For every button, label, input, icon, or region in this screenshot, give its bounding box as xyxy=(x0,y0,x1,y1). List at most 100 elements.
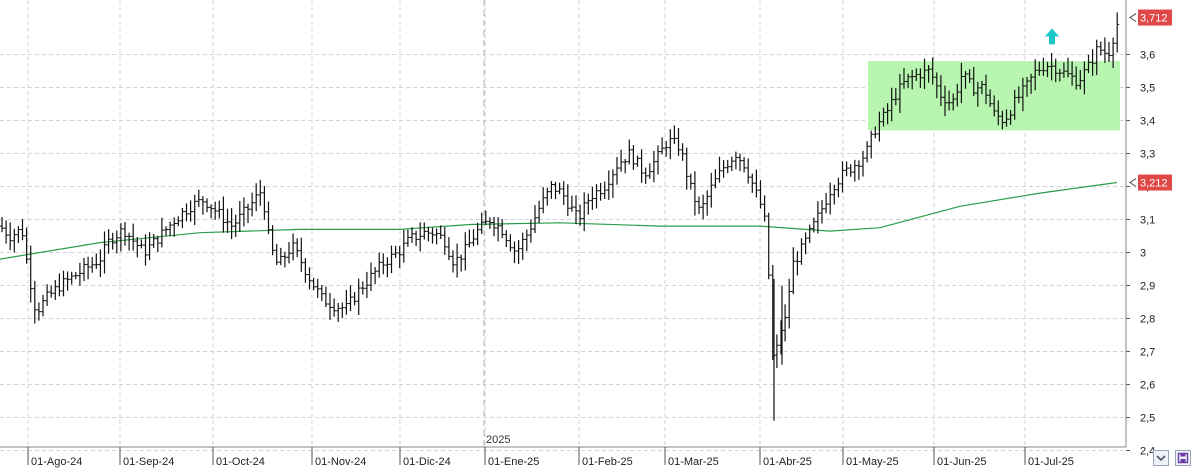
ohlc-bar xyxy=(352,292,357,306)
grid-lines xyxy=(0,0,1126,451)
ohlc-bar xyxy=(221,196,226,233)
ohlc-bar xyxy=(381,253,386,275)
ohlc-bar xyxy=(947,90,952,111)
save-icon xyxy=(1177,452,1189,464)
price-tag: 3,212 xyxy=(1129,174,1172,191)
ohlc-bar xyxy=(434,228,439,245)
ohlc-bar xyxy=(631,145,636,170)
ohlc-bar xyxy=(332,298,337,317)
ohlc-bar xyxy=(951,93,956,111)
ohlc-bar xyxy=(504,230,509,248)
ohlc-bar xyxy=(795,251,800,276)
x-tick-label: 01-Sep-24 xyxy=(123,456,174,468)
ohlc-bar xyxy=(627,139,632,165)
price-tag-label: 3,712 xyxy=(1140,13,1168,25)
ohlc-bar xyxy=(820,200,824,224)
save-button[interactable] xyxy=(1175,450,1191,466)
ohlc-bar xyxy=(774,334,779,368)
ohlc-bar xyxy=(922,58,927,89)
ohlc-bar xyxy=(889,87,894,122)
y-tick-label: 3,6 xyxy=(1140,50,1155,62)
ohlc-bar xyxy=(164,226,168,236)
ohlc-bar xyxy=(258,179,263,206)
price-tag-box xyxy=(1138,9,1172,26)
ohlc-bar xyxy=(418,222,423,252)
price-tag-box xyxy=(1138,174,1172,191)
up-arrow-icon xyxy=(1045,28,1059,45)
y-tick-label: 3 xyxy=(1140,248,1146,260)
ohlc-bar xyxy=(902,68,906,89)
ohlc-bar xyxy=(106,229,111,254)
ohlc-bar xyxy=(602,181,607,200)
ohlc-bar xyxy=(733,151,738,170)
ohlc-bar xyxy=(151,234,156,248)
marker-arrow xyxy=(1129,13,1137,22)
ohlc-bar xyxy=(225,208,230,233)
ohlc-bar xyxy=(738,153,742,172)
ohlc-bar xyxy=(328,292,332,320)
ohlc-bar xyxy=(131,223,136,251)
ohlc-bar xyxy=(664,141,669,157)
ohlc-bar xyxy=(528,219,533,243)
ohlc-bar xyxy=(57,273,62,297)
ohlc-bar xyxy=(315,278,320,298)
ohlc-bar xyxy=(282,251,287,268)
ohlc-bar xyxy=(762,195,767,222)
ohlc-bar xyxy=(615,157,619,185)
ohlc-bar xyxy=(82,258,86,282)
ohlc-bar xyxy=(94,253,99,269)
ohlc-bar xyxy=(8,222,13,251)
ohlc-bar xyxy=(725,159,730,174)
ohlc-bar xyxy=(807,224,812,244)
ohlc-bar xyxy=(877,111,882,142)
ohlc-bar xyxy=(561,181,566,205)
y-axis: 2,42,52,62,72,82,933,13,23,33,43,53,6 xyxy=(1125,0,1155,458)
ohlc-bar xyxy=(906,73,911,89)
ohlc-bar xyxy=(237,200,242,232)
ohlc-bar xyxy=(389,245,394,274)
ohlc-bar xyxy=(16,226,21,244)
ohlc-bar xyxy=(1074,66,1079,90)
ohlc-bar xyxy=(1061,62,1066,78)
ohlc-bar xyxy=(750,173,755,193)
ohlc-bar xyxy=(963,70,968,89)
ohlc-bar xyxy=(848,164,853,177)
ohlc-bar xyxy=(500,219,505,239)
x-tick-label: 01-Jul-25 xyxy=(1028,456,1074,468)
scroll-down-button[interactable] xyxy=(1153,450,1169,466)
ohlc-bar xyxy=(918,68,923,88)
ohlc-bar xyxy=(1045,61,1050,78)
ohlc-bar xyxy=(742,157,747,173)
x-tick-label: 01-Feb-25 xyxy=(582,456,633,468)
ohlc-bar xyxy=(217,200,222,219)
ohlc-bar xyxy=(844,161,849,177)
ohlc-bar xyxy=(545,187,550,206)
y-tick-label: 3,5 xyxy=(1140,83,1155,95)
ohlc-bar xyxy=(0,216,4,233)
ohlc-bar xyxy=(676,127,681,156)
ohlc-bar xyxy=(303,258,308,283)
ohlc-bar xyxy=(1098,41,1103,56)
ohlc-bar xyxy=(586,193,591,215)
ohlc-bar xyxy=(967,69,972,83)
ohlc-bar xyxy=(65,271,70,291)
ohlc-bar xyxy=(713,169,718,189)
ohlc-bar xyxy=(680,143,685,161)
ohlc-bar xyxy=(430,227,435,244)
ohlc-bar xyxy=(410,227,414,243)
ohlc-bar xyxy=(856,160,861,180)
ohlc-bar xyxy=(487,217,492,229)
ohlc-bar xyxy=(344,289,349,315)
ohlc-bar xyxy=(926,64,931,83)
ohlc-bar xyxy=(934,72,939,99)
ohlc-bar xyxy=(1057,68,1062,82)
ohlc-bar xyxy=(943,85,947,117)
ohlc-bar xyxy=(69,271,74,285)
ohlc-bar xyxy=(168,221,173,237)
ohlc-bar xyxy=(861,150,865,177)
ohlc-bar xyxy=(881,107,886,127)
ohlc-bar xyxy=(1070,61,1075,86)
ohlc-bar xyxy=(541,187,546,214)
breakout-arrow xyxy=(1045,28,1059,45)
